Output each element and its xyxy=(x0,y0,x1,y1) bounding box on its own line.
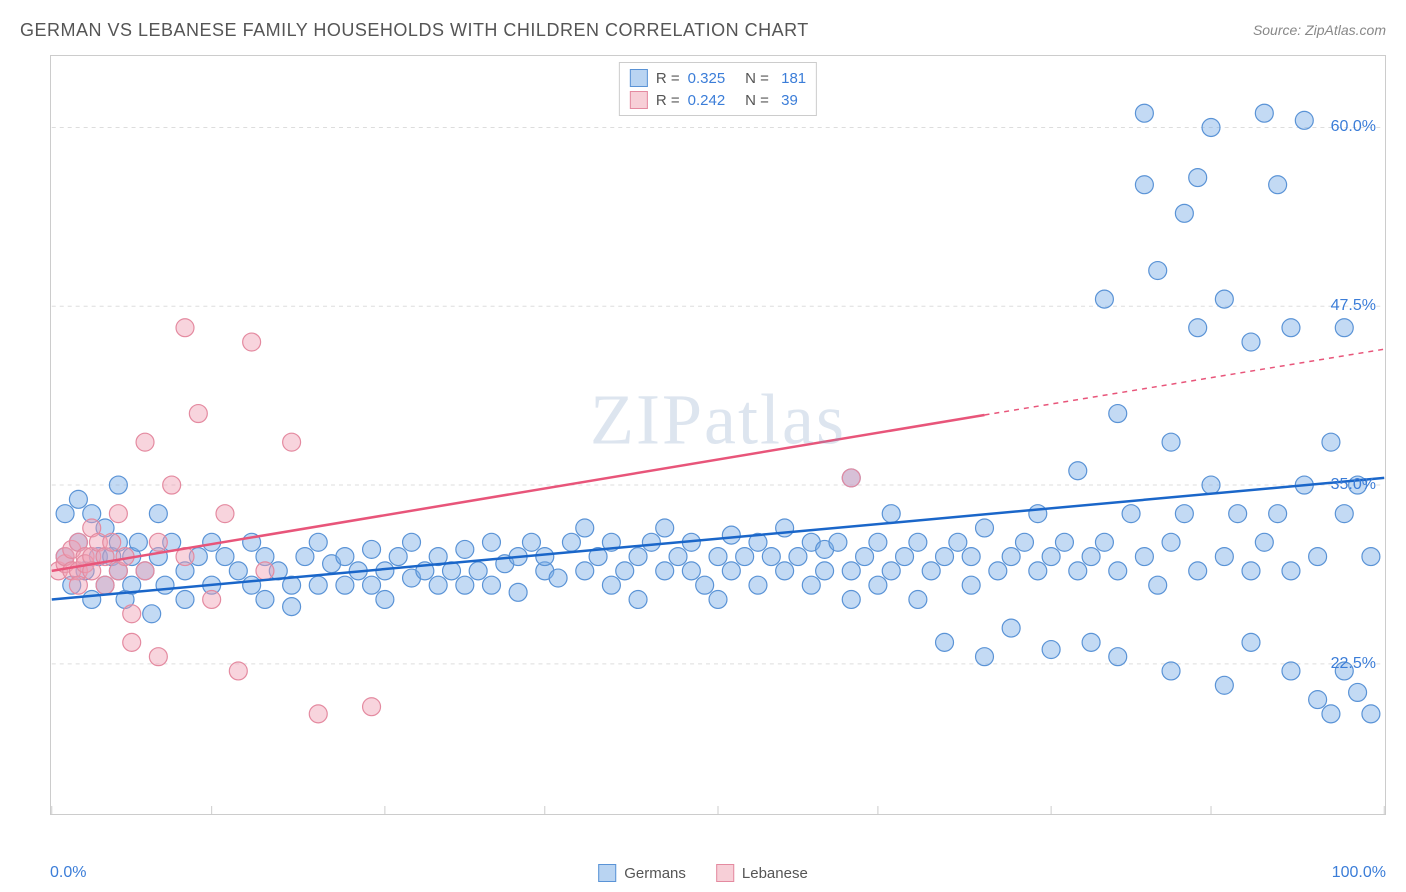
legend-series-label: Germans xyxy=(624,865,686,882)
legend-series-item: Germans xyxy=(598,864,686,882)
legend-r-value: 0.325 xyxy=(688,70,726,87)
legend-n-value: 181 xyxy=(777,70,806,87)
legend-n-value: 39 xyxy=(777,92,798,109)
legend-n-label: N = xyxy=(745,70,769,87)
scatter-chart: ZIPatlas R =0.325N = 181R =0.242N = 39 xyxy=(50,55,1386,815)
chart-source: Source: ZipAtlas.com xyxy=(1253,22,1386,38)
y-tick-label: 35.0% xyxy=(1331,476,1376,494)
legend-series-label: Lebanese xyxy=(742,865,808,882)
chart-title: GERMAN VS LEBANESE FAMILY HOUSEHOLDS WIT… xyxy=(20,20,809,40)
x-axis-max-label: 100.0% xyxy=(1332,864,1386,882)
legend-stats-box: R = 0.325 N = 181 R = 0.242 N = 39 xyxy=(619,62,817,116)
legend-n-label: N = xyxy=(745,92,769,109)
source-name: ZipAtlas.com xyxy=(1305,22,1386,38)
legend-swatch xyxy=(598,864,616,882)
legend-stat-row: R = 0.325 N = 181 xyxy=(630,67,806,89)
y-tick-label: 60.0% xyxy=(1331,118,1376,136)
page-header: GERMAN VS LEBANESE FAMILY HOUSEHOLDS WIT… xyxy=(20,20,1386,50)
legend-stat-row: R = 0.242 N = 39 xyxy=(630,89,806,111)
x-axis-min-label: 0.0% xyxy=(50,864,86,882)
legend-r-label: R = xyxy=(656,70,680,87)
legend-swatch xyxy=(716,864,734,882)
source-prefix: Source: xyxy=(1253,22,1305,38)
legend-r-label: R = xyxy=(656,92,680,109)
legend-series: Germans Lebanese xyxy=(598,864,808,882)
y-tick-label: 22.5% xyxy=(1331,655,1376,673)
legend-swatch xyxy=(630,91,648,109)
y-tick-label: 47.5% xyxy=(1331,297,1376,315)
chart-svg xyxy=(51,56,1385,814)
legend-series-item: Lebanese xyxy=(716,864,808,882)
legend-r-value: 0.242 xyxy=(688,92,726,109)
legend-swatch xyxy=(630,69,648,87)
